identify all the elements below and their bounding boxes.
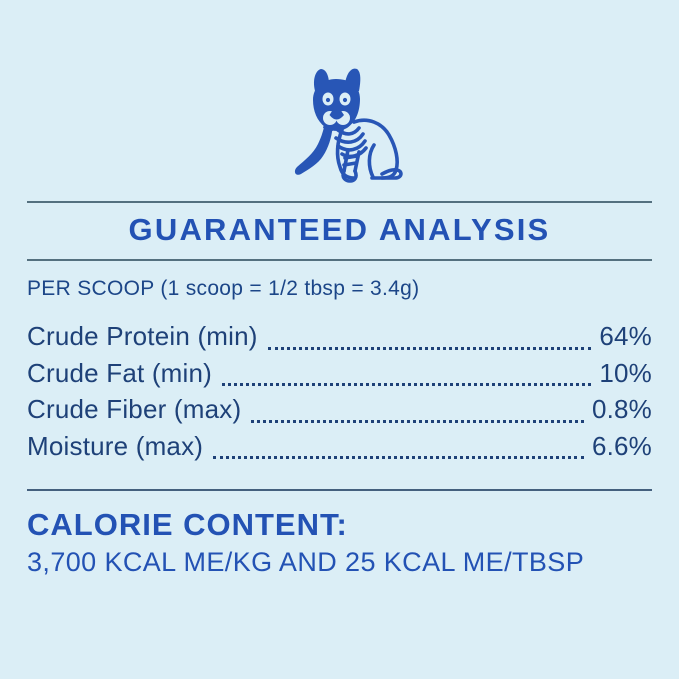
dotted-leader	[267, 346, 592, 350]
nutrient-label: Crude Fiber (max)	[27, 394, 242, 424]
divider-middle	[27, 259, 652, 261]
nutrient-label: Moisture (max)	[27, 430, 204, 461]
divider-bottom	[27, 489, 652, 491]
nutrient-value: 6.6%	[591, 430, 652, 461]
table-row: Crude Fiber (max) 0.8%	[27, 394, 652, 431]
brand-illustration	[27, 0, 652, 186]
nutrient-label: Crude Fat (min)	[27, 357, 213, 388]
calorie-content-detail: 3,700 KCAL ME/KG AND 25 KCAL ME/TBSP	[27, 547, 585, 577]
calorie-content-title: CALORIE CONTENT:	[27, 507, 348, 542]
divider-top	[27, 201, 652, 203]
dotted-leader	[251, 419, 584, 423]
nutrient-value: 10%	[599, 357, 652, 388]
nutrient-value: 0.8%	[591, 394, 652, 424]
serving-size-note: PER SCOOP (1 scoop = 1/2 tbsp = 3.4g)	[27, 277, 420, 300]
dotted-leader	[222, 383, 592, 386]
guaranteed-analysis-title: GUARANTEED ANALYSIS	[128, 212, 551, 247]
table-row: Moisture (max) 6.6%	[27, 431, 652, 468]
table-row: Crude Fat (min) 10%	[27, 358, 652, 395]
nutrient-value: 64%	[599, 321, 652, 351]
guaranteed-analysis-table: Crude Protein (min) 64% Crude Fat (min) …	[27, 321, 652, 467]
dotted-leader	[213, 456, 584, 459]
table-row: Crude Protein (min) 64%	[27, 321, 652, 358]
nutrient-label: Crude Protein (min)	[27, 321, 258, 351]
french-bulldog-with-tie-icon	[294, 68, 403, 183]
